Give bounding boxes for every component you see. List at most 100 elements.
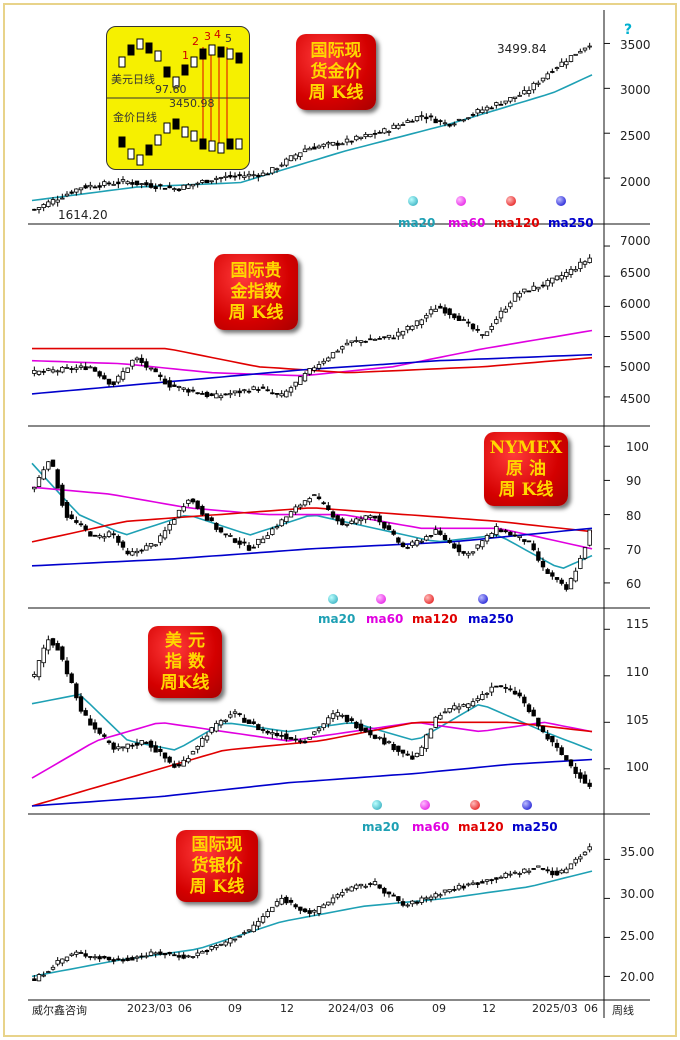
inset-gold-candle — [181, 126, 189, 138]
candle-body — [377, 884, 382, 889]
candle-body — [438, 894, 443, 897]
candle-body — [582, 47, 588, 51]
candle-body — [46, 201, 51, 207]
candle-body — [60, 366, 65, 373]
candle-body — [540, 77, 546, 82]
candle-body — [442, 534, 448, 541]
ma60-legend-dot — [376, 594, 386, 604]
candle-body — [55, 370, 60, 373]
candle-body — [246, 173, 252, 177]
candle-body — [64, 502, 70, 518]
candle-body — [554, 742, 560, 748]
candle-body — [78, 952, 84, 954]
inset-usd-candle — [217, 46, 225, 58]
candle-body — [526, 870, 532, 873]
y-tick-label: 20.00 — [620, 970, 655, 984]
candle-body — [148, 543, 154, 547]
candle-body — [466, 703, 471, 709]
candle-body — [396, 537, 401, 543]
candle-body — [564, 584, 569, 590]
candle-body — [480, 881, 485, 884]
candle-body — [452, 123, 457, 126]
candle-body — [195, 500, 200, 509]
candle-body — [573, 269, 578, 272]
candle-body — [433, 308, 438, 312]
candle-body — [489, 107, 494, 110]
inset-usd-candle — [235, 52, 243, 64]
candle-body — [382, 887, 387, 894]
candle-body — [251, 386, 256, 390]
candle-body — [470, 114, 476, 116]
candle-body — [452, 543, 457, 549]
candle-body — [153, 952, 158, 955]
y-tick-label: 30.00 — [620, 887, 655, 901]
candle-body — [522, 288, 527, 293]
candle-body — [559, 869, 564, 874]
candle-body — [88, 366, 93, 369]
candle-body — [559, 275, 564, 280]
candle-body — [554, 870, 560, 876]
candle-body — [340, 892, 345, 896]
candle-body — [270, 906, 275, 913]
candle-body — [176, 509, 182, 518]
candle-body — [232, 938, 238, 941]
x-tick-label: 09 — [228, 1002, 242, 1015]
candle-body — [354, 135, 359, 141]
candle-body — [414, 752, 420, 757]
y-tick-label: 60 — [626, 577, 642, 591]
candle-body — [158, 535, 163, 543]
help-icon[interactable]: ? — [624, 22, 633, 38]
footer-source: 威尔鑫咨询 — [32, 1004, 87, 1017]
candle-body — [494, 526, 499, 536]
candle-body — [540, 725, 546, 733]
candle-body — [433, 716, 438, 728]
inset-gold-candle — [226, 138, 234, 150]
candle-body — [218, 943, 224, 946]
candle-body — [578, 51, 583, 54]
candle-body — [545, 734, 550, 740]
candle-body — [508, 531, 513, 536]
candle-body — [32, 369, 37, 374]
candle-body — [494, 877, 499, 880]
candle-body — [55, 199, 60, 203]
candle-body — [578, 772, 583, 779]
candle-body — [321, 904, 326, 909]
y-tick-label: 3000 — [620, 83, 651, 97]
candle-body — [78, 523, 84, 526]
inset-gold-candle — [172, 118, 180, 130]
candle-body — [144, 361, 149, 368]
ma120-legend-label: ma120 — [412, 612, 458, 626]
candle-body — [512, 292, 518, 302]
candle-body — [391, 894, 396, 897]
candle-body — [144, 545, 149, 551]
candle-body — [578, 557, 583, 569]
candle-body — [386, 741, 392, 744]
candle-body — [307, 147, 312, 151]
candle-body — [232, 711, 238, 714]
ma250-legend-dot — [556, 196, 566, 206]
candle-body — [223, 175, 228, 178]
ma250-legend-label: ma250 — [512, 820, 558, 834]
candle-body — [125, 743, 130, 749]
candle-body — [125, 367, 130, 373]
candle-body — [312, 367, 317, 371]
candle-body — [139, 740, 144, 745]
candle-body — [130, 551, 135, 556]
candle-body — [237, 713, 242, 716]
candle-body — [298, 740, 303, 743]
candle-body — [358, 340, 364, 343]
candle-body — [475, 544, 480, 549]
candle-body — [83, 710, 88, 716]
x-tick-label: 06 — [584, 1002, 598, 1015]
candle-body — [354, 340, 359, 342]
candle-body — [386, 334, 392, 338]
candle-body — [382, 336, 387, 339]
candle-body — [442, 711, 448, 714]
ma60-legend-label: ma60 — [366, 612, 404, 626]
candle-body — [410, 325, 415, 330]
candle-body — [349, 886, 354, 892]
candle-body — [316, 364, 322, 369]
candle-body — [512, 871, 518, 874]
candle-body — [316, 906, 322, 914]
candle-body — [489, 533, 494, 538]
